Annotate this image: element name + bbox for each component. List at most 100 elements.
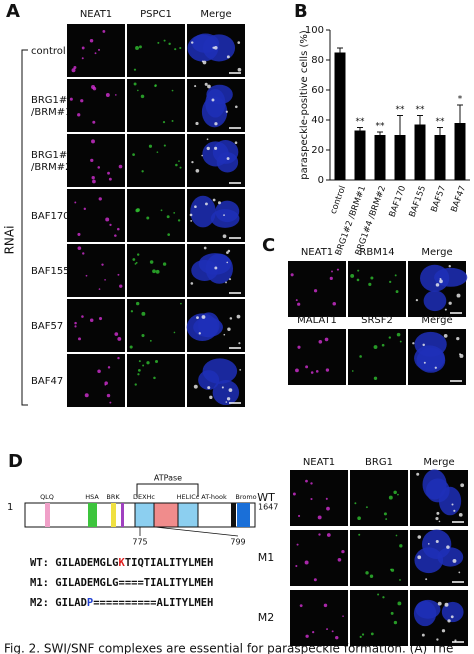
micrograph: [348, 329, 406, 385]
bar: [454, 123, 466, 180]
speckle: [109, 223, 112, 226]
panel-label: A: [6, 1, 20, 22]
domain: [134, 502, 155, 528]
speckle: [437, 601, 442, 606]
significance: *: [458, 95, 463, 105]
sequence-part: WT: GILADEMGLG: [30, 557, 119, 569]
row-label: control: [31, 46, 66, 57]
speckle: [98, 197, 102, 201]
domain: [153, 502, 179, 528]
speckle: [439, 279, 443, 284]
speckle: [365, 506, 368, 509]
speckle: [201, 315, 206, 319]
speckle: [209, 395, 213, 400]
speckle: [451, 503, 454, 506]
speckle: [459, 353, 464, 358]
speckle: [237, 67, 242, 72]
speckle: [157, 41, 160, 44]
speckle: [456, 336, 460, 341]
y-tick-label: 40: [311, 115, 324, 126]
speckle: [207, 386, 211, 390]
speckle: [326, 533, 331, 537]
speckle: [137, 369, 141, 372]
speckle: [359, 355, 362, 358]
speckle: [77, 113, 81, 117]
speckle: [315, 370, 319, 373]
speckle: [310, 482, 313, 485]
column-header: Merge: [421, 315, 452, 326]
row-label: M2: [258, 611, 275, 624]
speckle: [162, 121, 166, 124]
speckle: [117, 227, 120, 231]
x-tick-label: BAF170: [388, 184, 409, 218]
micrograph: [288, 329, 346, 385]
nucleus: [422, 469, 447, 500]
speckle: [226, 157, 230, 160]
speckle: [397, 493, 399, 496]
column-header: NEAT1: [303, 457, 335, 468]
speckle: [195, 168, 200, 173]
speckle: [365, 571, 369, 575]
nucleus: [190, 195, 216, 228]
micrograph: [127, 79, 185, 132]
micrograph: [127, 189, 185, 242]
speckle: [92, 179, 96, 184]
speckle: [357, 516, 361, 521]
speckle: [359, 635, 362, 638]
speckle: [85, 274, 88, 277]
row-label: BAF47: [31, 376, 63, 387]
bar: [414, 124, 426, 180]
speckle: [421, 633, 425, 637]
domain-diagram: [24, 483, 256, 537]
bracket: [21, 49, 28, 406]
speckle: [204, 82, 208, 86]
column-header: Merge: [200, 9, 231, 20]
speckle: [211, 98, 215, 102]
micrograph: [290, 530, 348, 586]
speckle: [206, 138, 209, 141]
error-bar: [377, 131, 383, 135]
y-axis-label: paraspeckle-positive cells (%): [299, 30, 310, 180]
domain-label: DEXHc: [133, 493, 155, 501]
speckle: [456, 293, 461, 298]
speckle: [228, 388, 233, 392]
speckle: [436, 511, 440, 515]
micrograph: [127, 244, 185, 297]
speckle: [435, 283, 440, 287]
speckle: [77, 232, 81, 236]
speckle: [435, 516, 439, 521]
speckle: [393, 490, 397, 495]
micrograph: [127, 24, 185, 77]
domain: [121, 503, 124, 527]
speckle: [460, 483, 465, 488]
speckle: [82, 252, 85, 255]
error-bar: [457, 104, 463, 123]
speckle: [390, 568, 393, 571]
speckle: [163, 144, 166, 147]
speckle: [385, 518, 388, 520]
significance: **: [376, 122, 386, 132]
speckle: [173, 331, 176, 334]
speckle: [177, 219, 181, 222]
speckle: [195, 121, 199, 126]
speckle: [214, 122, 218, 126]
speckle: [74, 201, 77, 204]
speckle: [439, 278, 442, 280]
row-label: /BRM#2: [31, 162, 72, 173]
speckle: [342, 615, 344, 617]
domain-label: HELICc: [177, 493, 200, 501]
speckle: [393, 620, 398, 625]
speckle: [90, 158, 94, 163]
column-header: Merge: [421, 247, 452, 258]
column-header: NEAT1: [301, 247, 333, 258]
sequence-part: M2: GILAD: [30, 597, 87, 609]
speckle: [109, 401, 112, 404]
speckle: [190, 219, 193, 222]
speckle: [425, 578, 428, 581]
speckle: [297, 302, 301, 306]
speckle: [114, 94, 117, 96]
speckle: [335, 635, 339, 640]
bar: [334, 52, 346, 180]
speckle: [92, 120, 96, 124]
